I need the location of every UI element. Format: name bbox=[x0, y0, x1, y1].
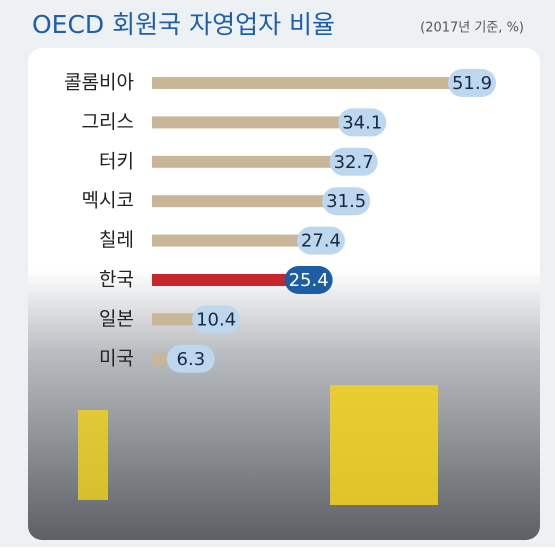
value-label: 31.5 bbox=[326, 191, 366, 212]
value-bubble bbox=[448, 69, 496, 97]
value-label: 34.1 bbox=[342, 112, 382, 133]
value-label: 6.3 bbox=[177, 349, 206, 370]
category-label: 멕시코 bbox=[82, 190, 134, 212]
bar bbox=[152, 234, 321, 247]
value-bubble bbox=[322, 187, 371, 216]
category-label: 한국 bbox=[99, 269, 134, 291]
category-label: 콜롬비아 bbox=[64, 72, 134, 94]
bar bbox=[152, 274, 309, 286]
bar bbox=[152, 116, 363, 129]
category-label: 칠레 bbox=[99, 229, 134, 251]
photo-sign bbox=[330, 385, 438, 505]
value-label: 51.9 bbox=[452, 73, 492, 94]
chart-title: OECD 회원국 자영업자 비율 bbox=[32, 10, 335, 39]
value-label: 10.4 bbox=[196, 309, 236, 330]
chart-subtitle: (2017년 기준, %) bbox=[420, 21, 524, 36]
bar bbox=[152, 195, 347, 208]
photo-sign bbox=[78, 410, 108, 500]
value-label: 32.7 bbox=[334, 152, 374, 173]
value-label: 25.4 bbox=[289, 270, 329, 291]
bar bbox=[152, 77, 472, 89]
value-bubble bbox=[192, 305, 241, 334]
value-bubble bbox=[296, 226, 345, 255]
category-label: 그리스 bbox=[82, 111, 134, 133]
bar bbox=[152, 155, 354, 168]
value-bubble bbox=[166, 344, 215, 373]
category-label: 미국 bbox=[99, 347, 134, 369]
value-bubble bbox=[338, 108, 387, 137]
category-label: 터키 bbox=[99, 150, 134, 172]
value-bubble bbox=[284, 266, 333, 294]
value-bubble bbox=[329, 147, 378, 176]
value-label: 27.4 bbox=[301, 231, 341, 252]
category-label: 일본 bbox=[99, 308, 134, 330]
